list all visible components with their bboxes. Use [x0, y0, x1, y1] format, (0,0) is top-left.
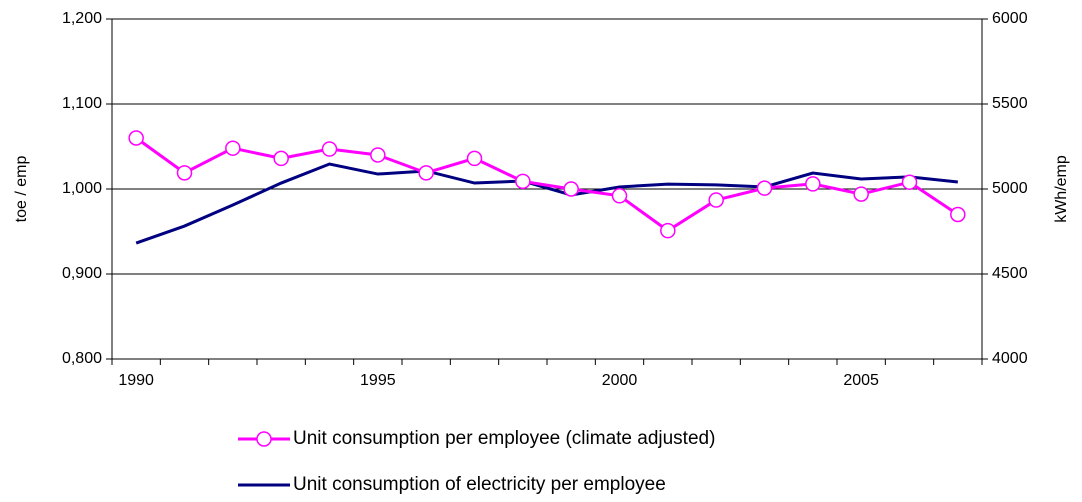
y-axis-label: toe / emp — [13, 156, 30, 223]
y2-tick-label: 6000 — [992, 10, 1028, 27]
series-line — [135, 136, 959, 233]
legend-label: Unit consumption of electricity per empl… — [293, 474, 666, 495]
y2-tick-label: 4000 — [992, 350, 1028, 367]
data-point — [515, 173, 531, 190]
y-tick-label: 0,800 — [62, 350, 102, 367]
data-point — [370, 147, 386, 163]
data-point — [611, 188, 628, 204]
data-point — [950, 206, 966, 223]
x-tick-label: 2005 — [843, 372, 879, 389]
data-point — [563, 181, 579, 197]
y-tick-label: 0,900 — [62, 265, 102, 282]
y2-axis-label: kWh/emp — [1053, 155, 1070, 223]
y-tick-label: 1,200 — [62, 10, 102, 27]
data-point — [418, 165, 434, 181]
data-point — [853, 186, 869, 202]
y2-tick-label: 5000 — [992, 180, 1028, 197]
data-point — [805, 176, 821, 192]
y-tick-label: 1,000 — [62, 180, 102, 197]
data-point — [708, 192, 724, 208]
data-point — [901, 174, 918, 190]
data-point — [128, 130, 144, 146]
legend: Unit consumption per employee (climate a… — [238, 428, 715, 495]
series-line — [135, 162, 958, 245]
legend-label: Unit consumption per employee (climate a… — [293, 428, 715, 449]
x-tick-label: 2000 — [602, 372, 638, 389]
data-point — [756, 180, 773, 196]
y-tick-label: 1,100 — [62, 95, 102, 112]
legend-marker — [256, 431, 272, 447]
y2-tick-label: 5500 — [992, 95, 1028, 112]
data-point — [660, 222, 676, 239]
data-point — [273, 150, 289, 167]
data-point — [176, 165, 193, 181]
data-point — [225, 140, 241, 156]
data-point — [466, 150, 483, 167]
data-point — [321, 141, 338, 157]
x-tick-label: 1995 — [360, 372, 396, 389]
x-tick-label: 1990 — [118, 372, 154, 389]
y2-tick-label: 4500 — [992, 265, 1028, 282]
